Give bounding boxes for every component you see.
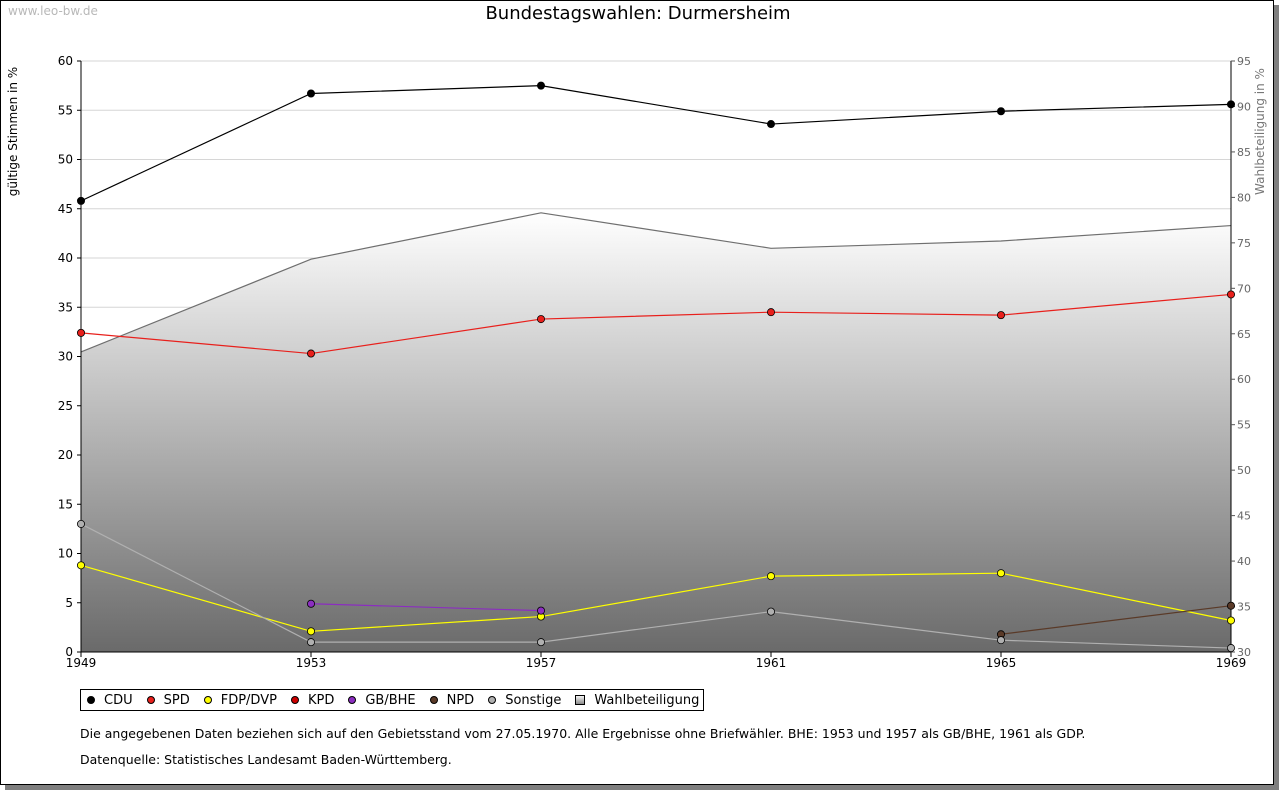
y2-axis-title: Wahlbeteiligung in %	[1253, 68, 1267, 195]
legend-item: KPD	[290, 692, 335, 708]
y-tick-label: 60	[58, 54, 73, 68]
legend-marker	[348, 696, 357, 704]
y-tick-label: 50	[58, 153, 73, 167]
chart-legend: CDU SPD FDP/DVP KPD GB/BHE NPD Sonstige Wahlbet…	[80, 689, 705, 711]
chart-title: Bundestagswahlen: Durmersheim	[485, 3, 791, 24]
point-cdu	[537, 81, 546, 90]
y2-tick-label: 35	[1237, 601, 1251, 614]
legend-item: SPD	[146, 692, 190, 708]
y-tick-label: 20	[58, 448, 73, 462]
y-tick-label: 55	[58, 103, 73, 117]
y2-tick-label: 55	[1237, 419, 1251, 432]
x-tick-label: 1965	[986, 656, 1017, 670]
turnout-area	[81, 212, 1231, 652]
y-tick-label: 45	[58, 202, 73, 216]
y2-tick-label: 40	[1237, 555, 1251, 568]
point-fdp-dvp	[77, 561, 86, 570]
legend-marker	[146, 696, 155, 704]
point-cdu	[77, 196, 86, 205]
point-sonstige	[306, 638, 315, 647]
y2-tick-label: 80	[1237, 191, 1251, 204]
y-tick-label: 0	[65, 645, 73, 659]
y2-tick-label: 95	[1237, 55, 1251, 68]
point-cdu	[1227, 100, 1236, 109]
legend-marker	[203, 696, 212, 704]
series-line-fdp-dvp	[80, 564, 1232, 632]
legend-item: Wahlbeteiligung	[575, 693, 699, 708]
series-line-sonstige	[80, 523, 1232, 649]
legend-label: Wahlbeteiligung	[594, 692, 700, 708]
y-axis-title: gültige Stimmen in %	[6, 67, 20, 196]
series-line-cdu	[80, 85, 1232, 202]
point-spd	[997, 311, 1006, 320]
point-sonstige	[77, 519, 86, 528]
y2-tick-label: 30	[1237, 646, 1251, 659]
legend-marker	[87, 696, 95, 704]
point-spd	[1227, 290, 1236, 299]
y-tick-label: 30	[58, 350, 73, 364]
point-cdu	[767, 120, 776, 129]
watermark: www.leo-bw.de	[8, 4, 98, 18]
legend-item: Sonstige	[488, 693, 561, 708]
point-spd	[306, 349, 315, 358]
chart-canvas: 0 5 10 15 20 25 30 35 40 45 50 55 60 30 35 40 45 50 55 60 65…	[6, 54, 1267, 670]
legend-label: Sonstige	[505, 692, 562, 708]
y2-tick-label: 65	[1237, 328, 1251, 341]
series-line-spd	[80, 293, 1232, 355]
y2-tick-label: 50	[1237, 464, 1251, 477]
legend-label: FDP/DVP	[220, 692, 277, 708]
footnote-source: Datenquelle: Statistisches Landesamt Bad…	[80, 752, 452, 767]
y-tick-label: 15	[58, 497, 73, 511]
point-sonstige	[1227, 644, 1236, 653]
y-tick-label: 35	[58, 300, 73, 314]
legend-marker	[290, 696, 299, 704]
y2-tick-label: 90	[1237, 100, 1251, 113]
point-fdp-dvp	[306, 627, 315, 636]
point-spd	[767, 308, 776, 317]
point-fdp-dvp	[767, 572, 776, 581]
y2-tick-label: 60	[1237, 373, 1251, 386]
y-tick-label: 25	[58, 399, 73, 413]
y-tick-label: 10	[58, 547, 73, 561]
point-fdp-dvp	[997, 569, 1006, 578]
legend-item: NPD	[429, 692, 475, 708]
point-npd	[1227, 601, 1236, 610]
point-spd	[77, 328, 86, 337]
legend-item: CDU	[87, 693, 133, 708]
y-tick-label: 40	[58, 251, 73, 265]
point-sonstige	[997, 636, 1006, 645]
y2-tick-label: 75	[1237, 237, 1251, 250]
x-tick-label: 1953	[296, 656, 327, 670]
y2-tick-label: 85	[1237, 146, 1251, 159]
legend-label: CDU	[104, 692, 133, 708]
y2-tick-label: 70	[1237, 282, 1251, 295]
point-gb-bhe	[537, 606, 546, 615]
legend-item: GB/BHE	[348, 692, 416, 708]
x-tick-label: 1969	[1216, 656, 1247, 670]
legend-label: GB/BHE	[365, 692, 416, 708]
point-gb-bhe	[306, 599, 315, 608]
legend-label: KPD	[307, 692, 335, 708]
x-tick-label: 1961	[756, 656, 787, 670]
point-sonstige	[537, 638, 546, 647]
x-tick-label: 1957	[526, 656, 557, 670]
series-line-npd	[1000, 605, 1232, 635]
footnote-note: Die angegebenen Daten beziehen sich auf …	[80, 726, 1086, 741]
legend-marker	[488, 696, 497, 704]
legend-label: SPD	[163, 692, 190, 708]
legend-label: NPD	[446, 692, 475, 708]
legend-item: FDP/DVP	[203, 692, 277, 708]
series-line-gb-bhe	[310, 603, 542, 612]
legend-marker	[429, 696, 438, 704]
point-spd	[537, 315, 546, 324]
y-tick-label: 5	[65, 596, 73, 610]
point-fdp-dvp	[1227, 616, 1236, 625]
legend-marker	[575, 695, 586, 705]
turnout-line	[80, 212, 1232, 353]
y2-tick-label: 45	[1237, 510, 1251, 523]
point-cdu	[306, 89, 315, 98]
x-tick-label: 1949	[66, 656, 97, 670]
point-sonstige	[767, 607, 776, 616]
point-cdu	[997, 107, 1006, 116]
